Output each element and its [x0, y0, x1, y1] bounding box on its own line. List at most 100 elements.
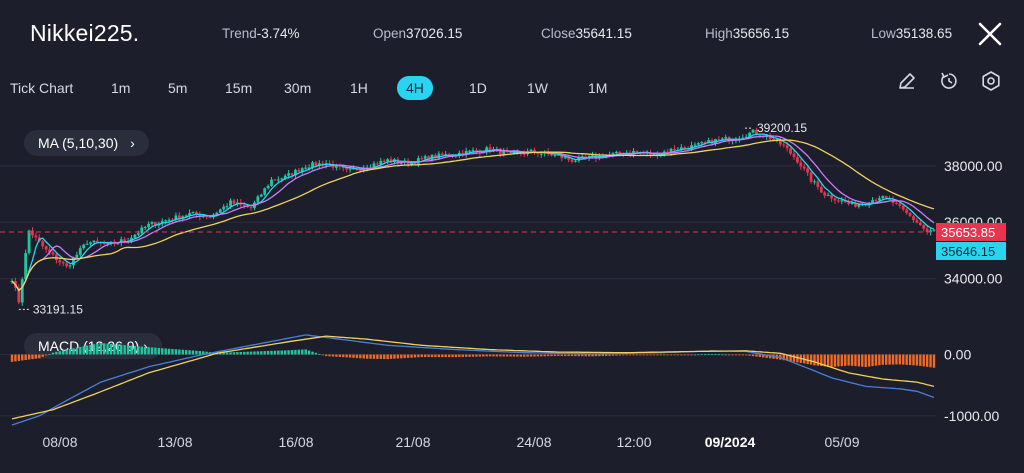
timeframe-1m[interactable]: 1M — [588, 80, 608, 96]
timeframe-1d[interactable]: 1D — [469, 80, 487, 96]
candle — [283, 175, 287, 179]
candle — [403, 160, 407, 163]
macd-histogram-bar — [406, 354, 410, 358]
reset-icon[interactable] — [938, 70, 960, 92]
top-bar: Nikkei225. Trend-3.74% Open37026.15 Clos… — [0, 0, 1024, 68]
timeframe-5m[interactable]: 5m — [168, 80, 188, 96]
macd-histogram-bar — [837, 354, 840, 367]
macd-histogram-bar — [540, 354, 543, 357]
timeframe-4h[interactable]: 4H — [397, 76, 433, 100]
macd-histogram-bar — [919, 354, 922, 366]
candle — [871, 200, 874, 204]
pencil-icon[interactable] — [896, 70, 918, 92]
candle — [27, 230, 31, 254]
macd-histogram-bar — [915, 354, 919, 366]
annotations: 34000.00 36000.00 38000.00 35653.85 35646.15… — [0, 121, 1006, 450]
candle — [195, 212, 198, 215]
macd-histogram-bar — [570, 354, 574, 357]
candle — [225, 206, 229, 208]
macd-indicator-pill[interactable]: MACD (12,26,9) › — [24, 333, 162, 359]
candle — [888, 198, 892, 200]
candle — [393, 159, 396, 163]
candle — [765, 135, 769, 137]
close-label: Close — [541, 26, 576, 41]
candle — [731, 140, 734, 142]
candle — [341, 166, 345, 169]
macd-histogram-bar — [485, 354, 488, 357]
candle — [529, 149, 533, 152]
macd-histogram-bar — [458, 354, 461, 358]
trend-value: -3.74% — [256, 26, 300, 41]
macd-histogram-bar — [191, 350, 195, 355]
candle — [550, 153, 553, 156]
candle — [372, 163, 376, 168]
macd-histogram-bar — [751, 354, 755, 357]
candle — [212, 214, 215, 218]
settings-icon[interactable] — [980, 70, 1002, 92]
timeframe-30m[interactable]: 30m — [284, 80, 312, 96]
macd-histogram-bar — [693, 354, 697, 356]
candle — [352, 168, 355, 170]
candle — [437, 153, 441, 159]
macd-histogram-bar — [283, 350, 287, 355]
macd-histogram-bar — [270, 350, 273, 355]
macd-histogram-bar — [591, 354, 594, 357]
moving-averages — [11, 133, 935, 292]
candle — [621, 153, 625, 155]
candle — [929, 230, 932, 233]
macd-histogram-bar — [383, 354, 386, 360]
timeframe-1w[interactable]: 1W — [527, 80, 548, 96]
candle — [338, 165, 342, 167]
candle — [854, 202, 857, 207]
macd-histogram-bar — [809, 354, 813, 365]
candle — [106, 242, 110, 244]
timeframe-1h[interactable]: 1H — [350, 80, 368, 96]
macd-histogram-bar — [362, 354, 365, 359]
candle — [843, 200, 847, 203]
candle — [464, 150, 468, 156]
macd-histogram-bar — [686, 354, 690, 356]
timeframe-15m[interactable]: 15m — [225, 80, 253, 96]
candle — [485, 147, 489, 152]
macd-histogram-bar — [389, 354, 393, 359]
candle — [198, 214, 202, 217]
timeframe-1m[interactable]: 1m — [111, 80, 131, 96]
macd-histogram-bar — [717, 354, 721, 356]
candle — [758, 134, 762, 137]
macd-histogram-bar — [867, 354, 871, 367]
macd-histogram-bar — [659, 354, 663, 356]
candle — [280, 178, 284, 180]
macd-histogram-bar — [912, 354, 915, 366]
candle — [905, 209, 909, 213]
candle — [130, 237, 133, 241]
macd-histogram-bar — [386, 354, 389, 360]
macd-histogram-bar — [645, 354, 649, 356]
candle — [34, 235, 38, 238]
macd-histogram-bar — [546, 354, 550, 357]
macd-histogram-bar — [249, 351, 253, 355]
candle — [563, 157, 567, 159]
candle — [761, 136, 765, 138]
candle — [895, 202, 898, 204]
ma-line-ma5 — [11, 133, 935, 292]
candle — [167, 219, 171, 221]
close-icon[interactable] — [976, 20, 1004, 48]
timeframe-tick-chart[interactable]: Tick Chart — [10, 80, 74, 96]
macd-histogram-bar — [557, 354, 560, 356]
macd-histogram-bar — [632, 354, 635, 356]
candle — [471, 150, 475, 152]
x-axis-label: 09/2024 — [705, 434, 756, 450]
close-stat: Close35641.15 — [541, 26, 632, 41]
macd-histogram-bar — [379, 354, 382, 359]
candle — [396, 159, 400, 164]
candle — [126, 240, 130, 242]
macd-histogram-bar — [895, 354, 898, 365]
ma-indicator-pill[interactable]: MA (5,10,30) › — [24, 130, 149, 156]
candle — [365, 168, 369, 170]
candle — [676, 149, 680, 151]
macd-histogram-bar — [755, 354, 758, 357]
macd-histogram-bar — [608, 354, 611, 356]
candle — [54, 254, 58, 261]
candle — [44, 246, 48, 250]
macd-histogram-bar — [799, 354, 803, 363]
